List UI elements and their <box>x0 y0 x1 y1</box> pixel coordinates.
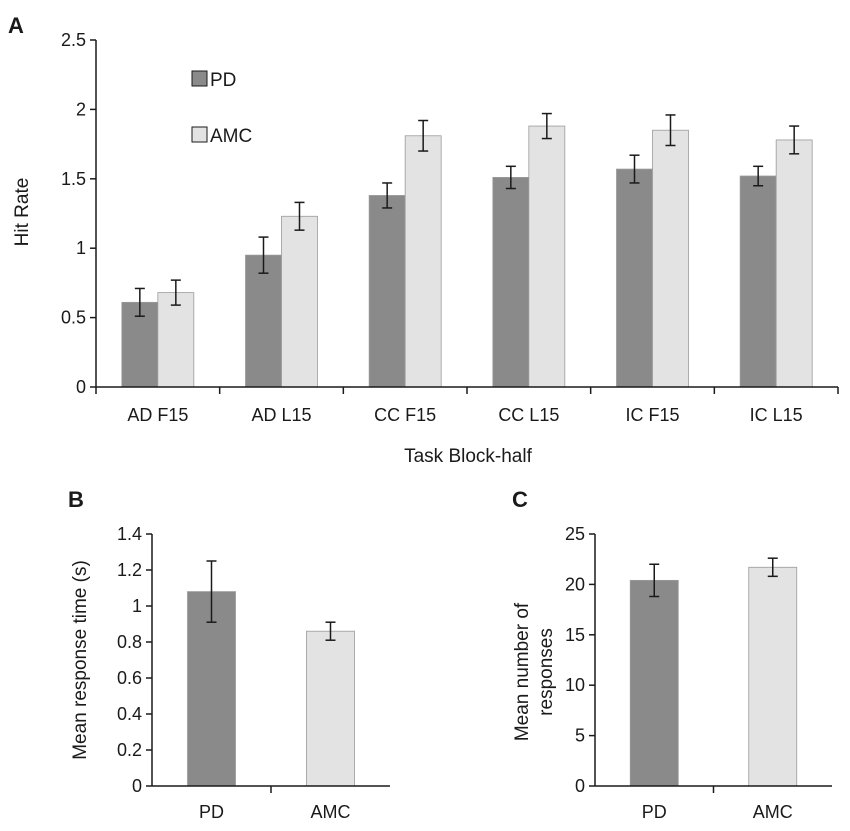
bar-amc <box>748 566 798 787</box>
bar-amc-ic-l15 <box>775 139 813 388</box>
bar-pd-cc-f15 <box>368 195 406 388</box>
y-tick-label: 1.4 <box>117 524 142 544</box>
x-tick-label: AD F15 <box>127 405 188 425</box>
legend-label-amc: AMC <box>210 126 252 147</box>
bar-amc <box>306 630 355 787</box>
y-tick-label: 5 <box>575 726 585 746</box>
x-tick-labels: PD AMC <box>199 802 351 822</box>
y-tick-label: 1.5 <box>61 169 86 189</box>
legend: PD AMC <box>191 70 252 147</box>
y-tick-label: 1 <box>132 596 142 616</box>
x-axis-title: Task Block-half <box>404 446 532 467</box>
x-tick-label: CC L15 <box>498 405 559 425</box>
y-tick-label: 0.2 <box>117 740 142 760</box>
y-tick-labels: 0 0.5 1 1.5 2 2.5 <box>61 30 86 397</box>
bar-pd-ic-f15 <box>616 168 653 388</box>
error-bars <box>206 560 336 641</box>
y-tick-label: 0 <box>132 776 142 796</box>
bars <box>121 125 813 388</box>
panel-b-label: B <box>68 487 84 512</box>
bar-amc-cc-f15 <box>404 135 442 388</box>
bars <box>629 566 798 787</box>
y-tick-label: 0.8 <box>117 632 142 652</box>
legend-label-pd: PD <box>210 70 236 91</box>
panel-c-label: C <box>512 487 528 512</box>
y-axis-title: Mean response time (s) <box>70 560 91 760</box>
x-tick-label: PD <box>199 802 224 822</box>
x-tick-labels: AD F15 AD L15 CC F15 CC L15 IC F15 IC L15 <box>127 405 802 425</box>
y-axis-title-line-1: Mean number of <box>512 602 533 741</box>
y-tick-label: 2 <box>76 99 86 119</box>
bar-amc-cc-l15 <box>528 125 566 388</box>
legend-swatch-pd <box>191 70 208 87</box>
y-tick-label: 2.5 <box>61 30 86 50</box>
y-tick-label: 1.2 <box>117 560 142 580</box>
panel-a-label: A <box>8 13 24 38</box>
y-tick-label: 20 <box>565 574 585 594</box>
y-tick-label: 25 <box>565 524 585 544</box>
axes <box>146 533 390 793</box>
y-tick-labels: 0 5 10 15 20 25 <box>565 524 585 796</box>
y-tick-labels: 0 0.2 0.4 0.6 0.8 1 1.2 1.4 <box>117 524 142 796</box>
legend-swatch-amc <box>191 126 208 143</box>
bar-pd-ad-l15 <box>245 254 282 388</box>
y-tick-label: 0.5 <box>61 308 86 328</box>
bar-pd <box>629 579 679 787</box>
bar-pd-cc-l15 <box>492 177 530 388</box>
x-tick-label: IC L15 <box>750 405 803 425</box>
axes <box>90 39 839 394</box>
x-tick-label: AMC <box>753 802 793 822</box>
y-tick-label: 1 <box>76 238 86 258</box>
x-tick-labels: PD AMC <box>642 802 793 822</box>
x-tick-label: CC F15 <box>374 405 436 425</box>
bar-pd <box>187 591 236 787</box>
y-tick-label: 0.6 <box>117 668 142 688</box>
bar-amc-ad-f15 <box>157 292 195 388</box>
x-tick-label: AMC <box>311 802 351 822</box>
chart-response-time: 0 0.2 0.4 0.6 0.8 1 1.2 1.4 PD AMC Mean response… <box>70 524 390 822</box>
bar-pd-ic-l15 <box>739 175 777 388</box>
error-bars <box>649 557 778 598</box>
error-bars <box>134 112 800 317</box>
chart-hit-rate: 0 0.5 1 1.5 2 2.5 AD F15 AD L15 CC F15 CC L15 IC … <box>12 30 839 467</box>
x-tick-label: IC F15 <box>625 405 679 425</box>
bars <box>187 591 355 787</box>
y-tick-label: 0 <box>76 377 86 397</box>
axes <box>589 533 832 793</box>
bar-amc-ic-f15 <box>652 129 689 388</box>
y-tick-label: 15 <box>565 625 585 645</box>
bar-amc-ad-l15 <box>281 215 318 388</box>
x-tick-label: PD <box>642 802 667 822</box>
y-axis-title: Hit Rate <box>12 178 33 247</box>
chart-number-of-responses: 0 5 10 15 20 25 PD AMC Mean number of response… <box>512 524 832 822</box>
y-tick-label: 0 <box>575 776 585 796</box>
y-tick-label: 0.4 <box>117 704 142 724</box>
y-tick-label: 10 <box>565 675 585 695</box>
y-axis-title-line-2: responses <box>536 628 557 716</box>
x-tick-label: AD L15 <box>251 405 311 425</box>
